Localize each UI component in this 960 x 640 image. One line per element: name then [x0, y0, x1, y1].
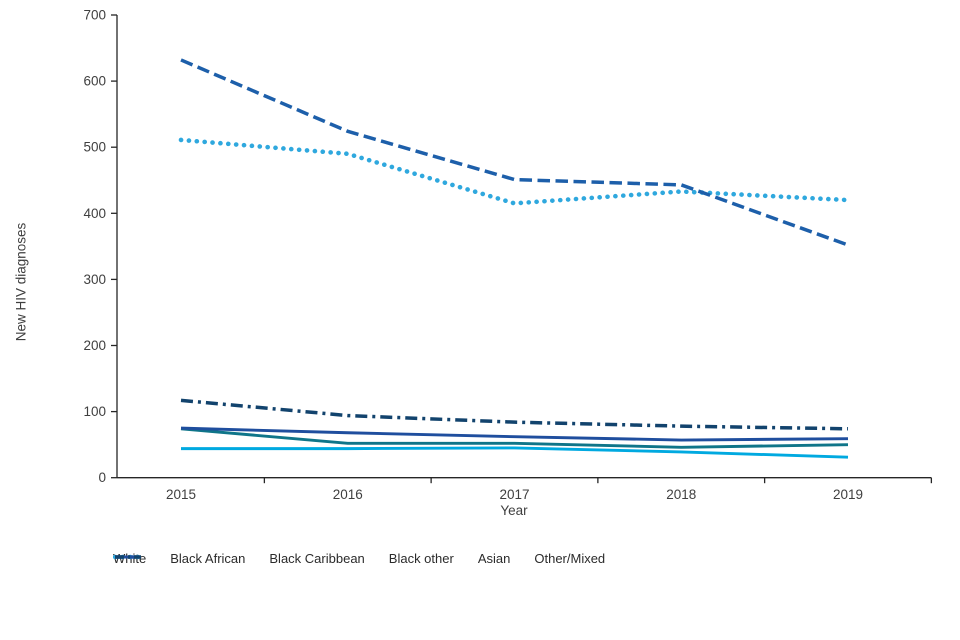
y-tick-label: 700 — [83, 8, 106, 23]
x-tick-label: 2018 — [666, 487, 696, 502]
y-tick-label: 500 — [83, 140, 106, 155]
legend-label-black-caribbean: Black Caribbean — [269, 551, 365, 566]
series-line-asian — [180, 426, 849, 442]
legend-item-black-other: Black other — [115, 551, 454, 566]
y-tick-label: 400 — [83, 206, 106, 221]
x-tick-label: 2017 — [499, 487, 529, 502]
x-tick-label: 2016 — [333, 487, 363, 502]
legend-item-black-african: Black African — [115, 551, 246, 566]
y-tick-label: 600 — [83, 74, 106, 89]
series-line-other-mixed — [180, 398, 849, 431]
series-line-black-caribbean — [180, 427, 849, 449]
legend-label-asian: Asian — [477, 551, 511, 566]
series-line-black-other — [181, 446, 849, 459]
series-line-white — [178, 137, 851, 206]
legend-swatch-other-mixed — [115, 555, 141, 559]
y-tick-label: 200 — [83, 338, 106, 353]
series-line-black-african — [180, 58, 849, 247]
y-tick-label: 300 — [83, 272, 106, 287]
legend-label-other-mixed: Other/Mixed — [534, 551, 606, 566]
legend-item-asian: Asian — [115, 551, 511, 566]
x-tick-label: 2019 — [833, 487, 863, 502]
legend-item-black-caribbean: Black Caribbean — [115, 551, 365, 566]
legend-item-other-mixed: Other/Mixed — [115, 551, 606, 566]
x-axis-title: Year — [500, 503, 528, 518]
legend-label-black-other: Black other — [388, 551, 454, 566]
y-tick-label: 0 — [98, 470, 106, 485]
x-tick-label: 2015 — [166, 487, 196, 502]
legend-label-black-african: Black African — [170, 551, 246, 566]
y-tick-label: 100 — [83, 404, 106, 419]
y-axis-title: New HIV diagnoses — [13, 222, 29, 342]
